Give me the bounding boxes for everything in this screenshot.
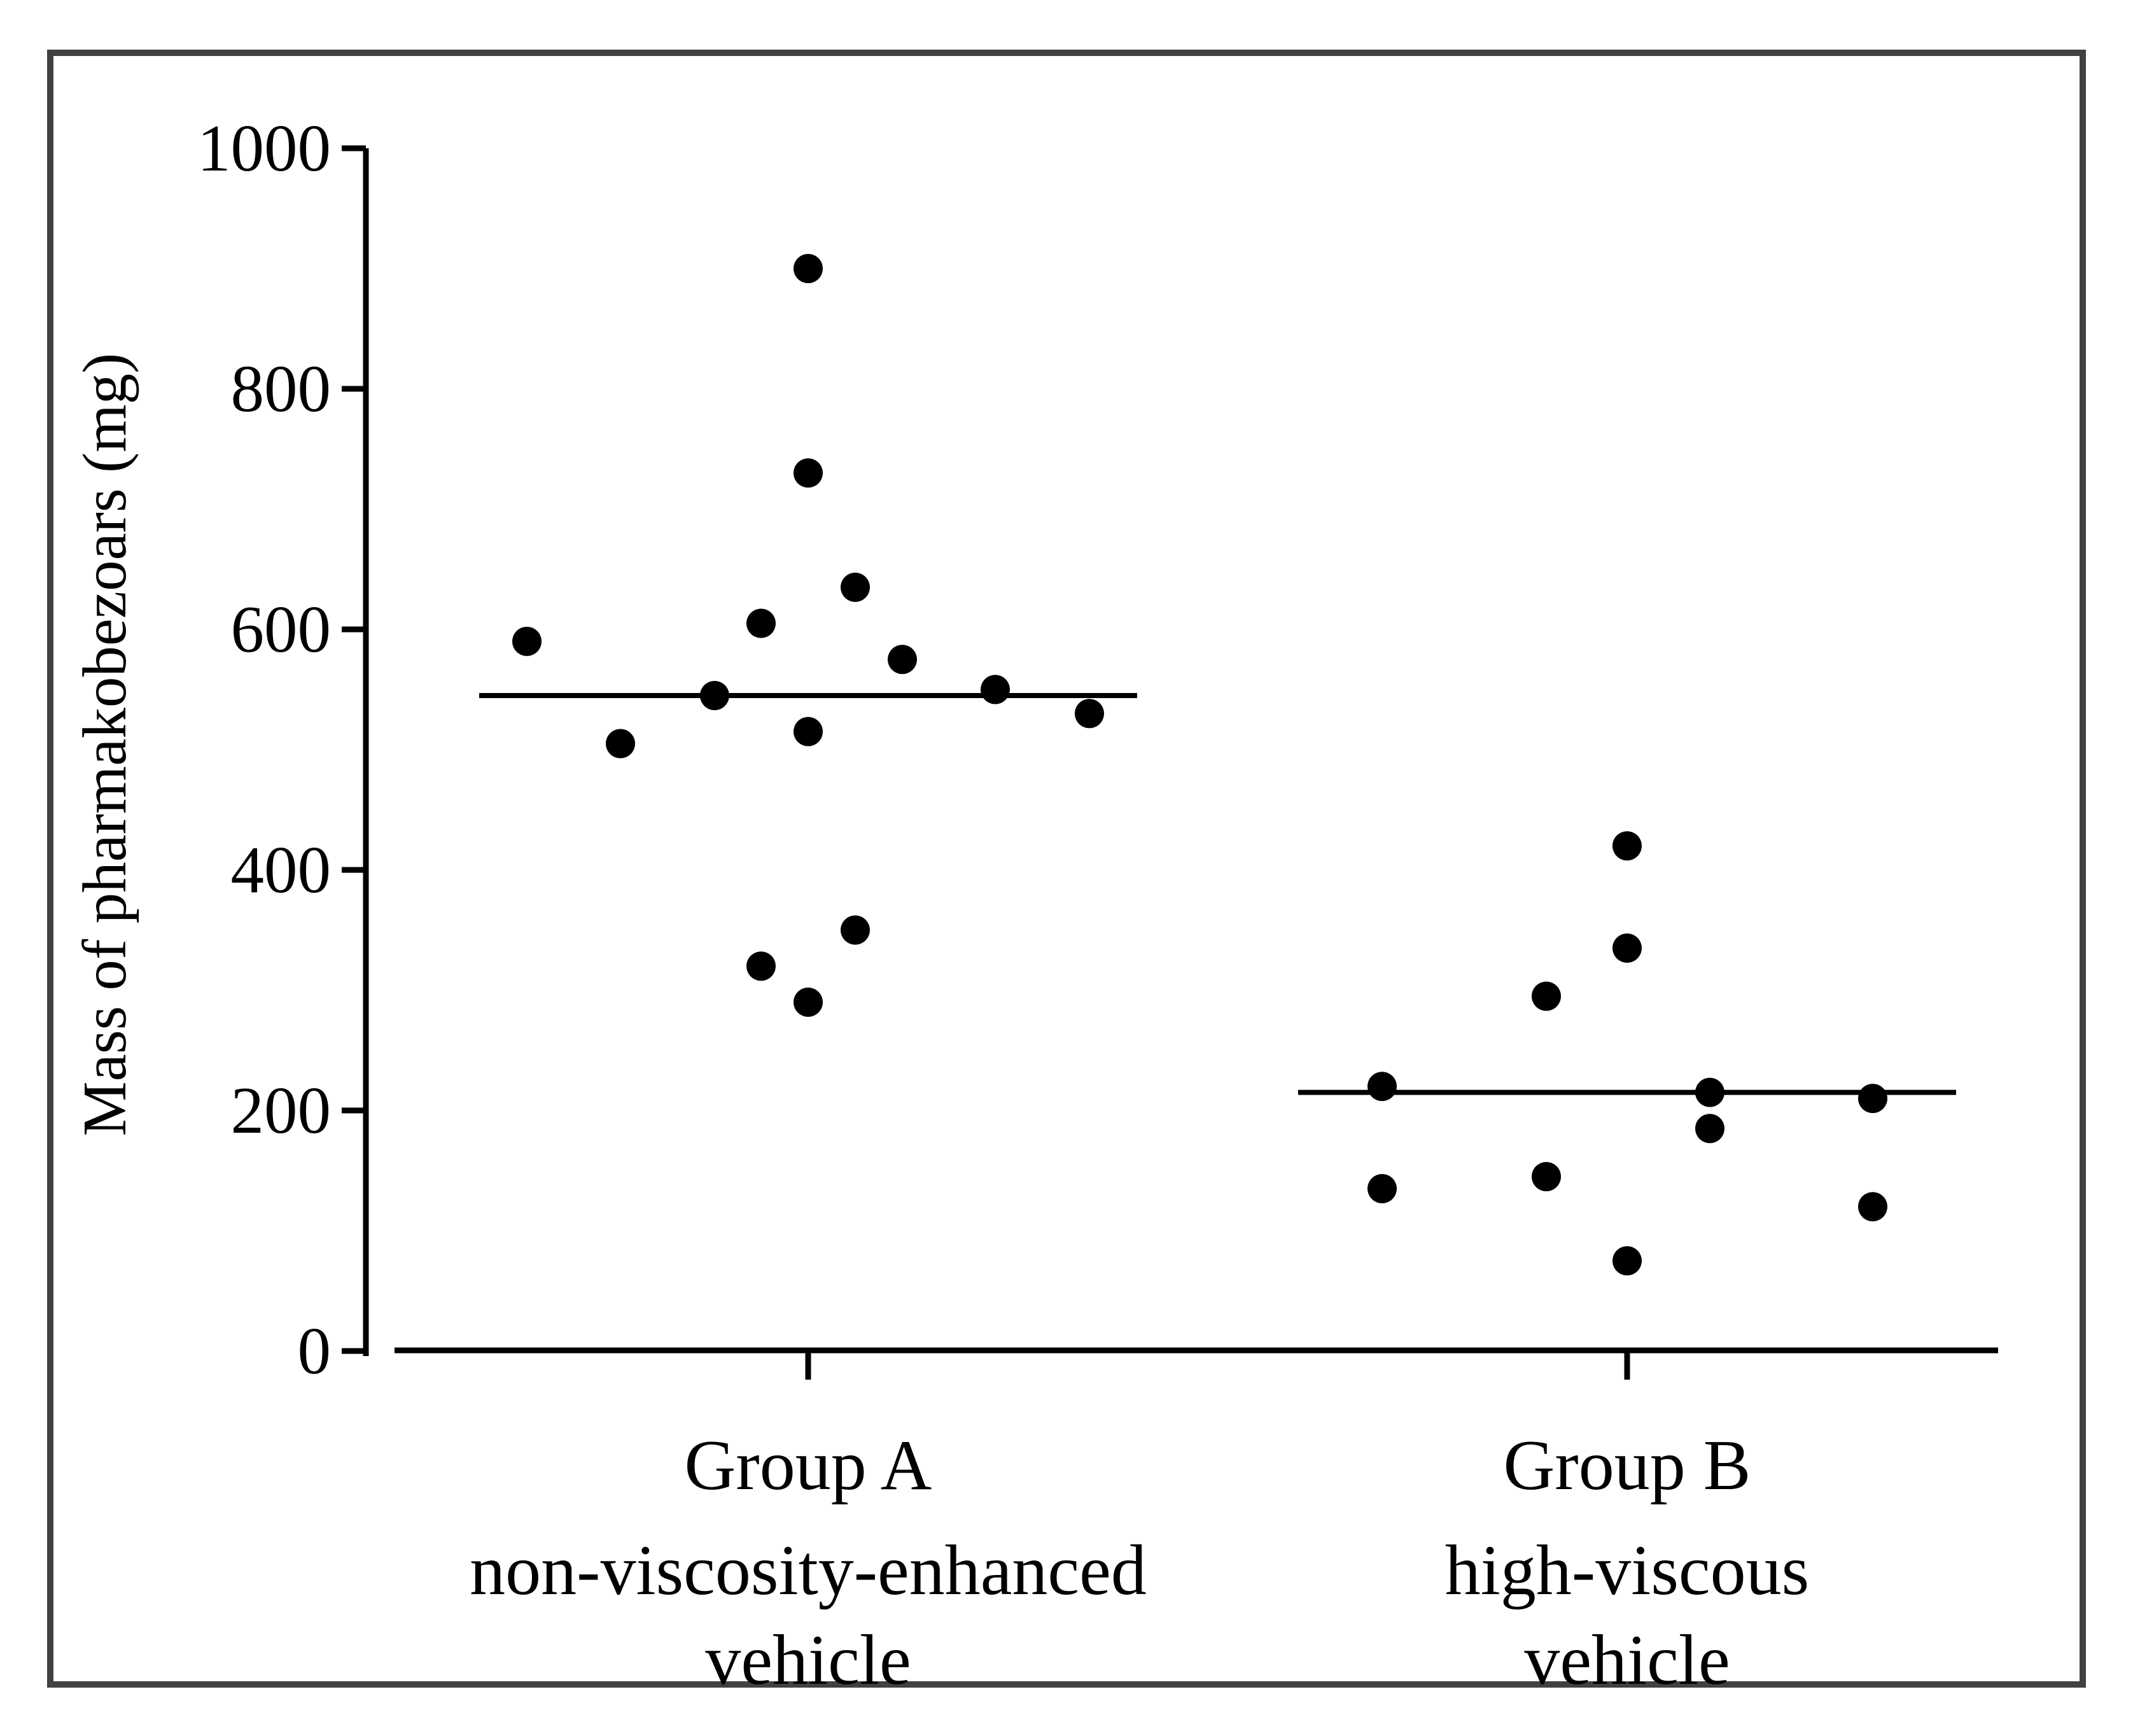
data-point — [512, 626, 542, 656]
data-point — [746, 951, 776, 981]
data-point — [1695, 1077, 1724, 1107]
data-point — [1612, 831, 1642, 861]
data-point — [1075, 699, 1104, 729]
figure-border — [47, 50, 2086, 1688]
data-point — [841, 915, 870, 945]
y-tick-label: 400 — [230, 832, 332, 907]
y-tick-label: 1000 — [197, 111, 331, 185]
data-point — [1612, 1246, 1642, 1276]
x-axis-sublabel-group-b-line2: vehicle — [1524, 1621, 1730, 1700]
data-point — [746, 608, 776, 638]
data-point — [794, 717, 823, 746]
data-point — [606, 729, 635, 759]
x-tick-label-group-b: Group B — [1503, 1426, 1751, 1505]
data-point — [1367, 1173, 1397, 1203]
x-axis-sublabel-group-b-line1: high-viscous — [1444, 1531, 1810, 1610]
x-axis-sublabel-group-a: non-viscosity-enhanced vehicle — [331, 1526, 1285, 1705]
y-tick-label: 0 — [297, 1313, 332, 1388]
y-axis-title: Mass of pharmakobezoars (mg) — [71, 353, 139, 1137]
x-axis-sublabel-group-a-line2: vehicle — [705, 1621, 911, 1700]
data-point — [1612, 933, 1642, 963]
y-tick-label: 800 — [230, 351, 332, 426]
x-tick-label-group-a: Group A — [684, 1426, 932, 1505]
y-tick-label: 600 — [230, 592, 332, 666]
x-axis-sublabel-group-a-line1: non-viscosity-enhanced — [470, 1531, 1147, 1610]
y-tick-label: 200 — [230, 1073, 332, 1147]
data-point — [841, 572, 870, 602]
data-point — [888, 645, 917, 675]
data-point — [794, 987, 823, 1017]
data-point — [1532, 1161, 1561, 1191]
data-point — [794, 254, 823, 283]
data-point — [700, 680, 729, 710]
data-point — [1532, 981, 1561, 1011]
data-point — [794, 458, 823, 488]
data-point — [981, 675, 1010, 704]
data-point — [1858, 1192, 1887, 1222]
data-point — [1695, 1114, 1724, 1144]
data-point — [1858, 1084, 1887, 1114]
data-point — [1367, 1072, 1397, 1102]
x-axis-sublabel-group-b: high-viscous vehicle — [1150, 1526, 2104, 1705]
